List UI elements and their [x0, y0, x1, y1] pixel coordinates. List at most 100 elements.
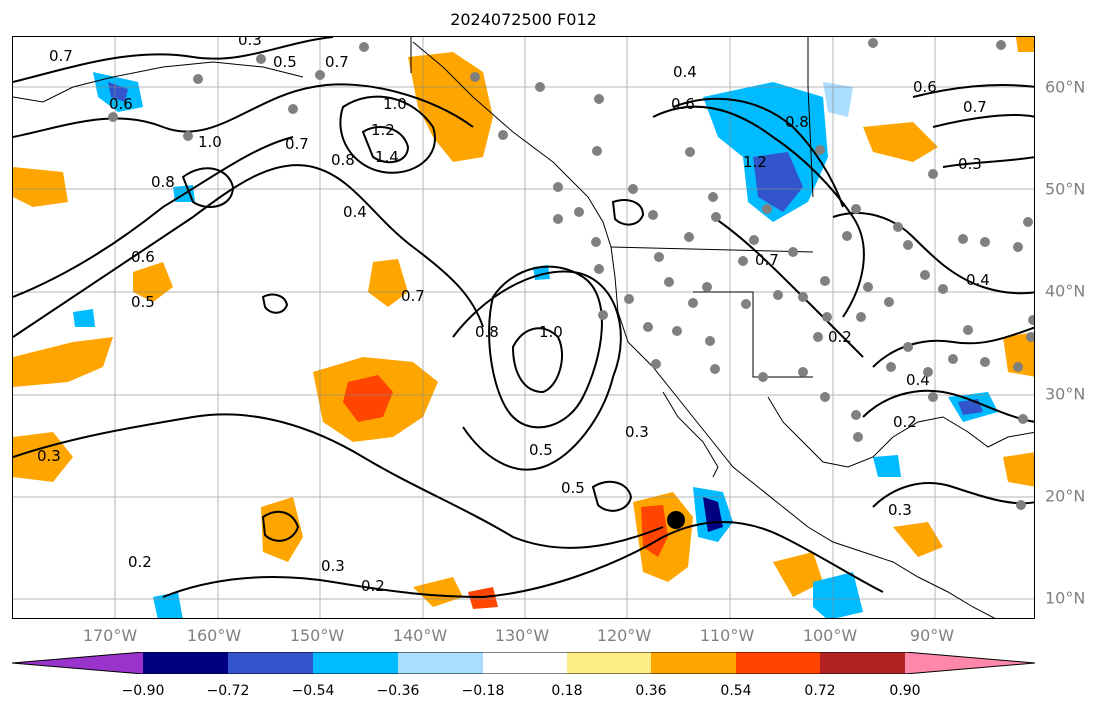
contour-label: 0.3: [625, 423, 649, 441]
contour-label: 0.4: [673, 63, 697, 81]
station-dot: [535, 82, 545, 92]
map-title: 2024072500 F012: [450, 10, 597, 29]
colorbar-tick-label: 0.18: [551, 683, 583, 699]
contour-label: 1.2: [371, 121, 395, 139]
station-dot: [963, 325, 973, 335]
station-dot: [903, 240, 913, 250]
colorbar-segment: [228, 652, 313, 674]
station-dot: [574, 207, 584, 217]
longitude-label: 100°W: [802, 626, 858, 645]
contour-label: 1.2: [743, 153, 767, 171]
station-dot: [654, 252, 664, 262]
station-dot: [315, 70, 325, 80]
station-dot: [684, 232, 694, 242]
station-dot: [813, 332, 823, 342]
station-dot: [711, 212, 721, 222]
longitude-label: 140°W: [392, 626, 448, 645]
station-dot: [788, 247, 798, 257]
colorbar-segment: [143, 652, 228, 674]
station-dot: [758, 372, 768, 382]
station-dot: [815, 145, 825, 155]
station-dot: [470, 72, 480, 82]
station-dot: [708, 192, 718, 202]
contour-label: 0.8: [331, 151, 355, 169]
contour-label: 0.3: [958, 155, 982, 173]
station-dot: [1028, 315, 1034, 325]
contour-label: 0.4: [906, 371, 930, 389]
station-dot: [741, 299, 751, 309]
station-dot: [980, 357, 990, 367]
colorbar-tick-label: 0.72: [804, 683, 836, 699]
station-dot: [553, 214, 563, 224]
latitude-label: 50°N: [1045, 179, 1086, 199]
station-dot: [884, 297, 894, 307]
colorbar-segment: [483, 652, 567, 674]
shaded-fields: [13, 37, 1034, 618]
contour-label: 0.7: [49, 47, 73, 65]
map-panel: 0.7 0.3 0.5 0.7 1.0 1.2 1.4 0.7 0.8 0.8 …: [12, 36, 1035, 619]
station-dot: [980, 237, 990, 247]
graticule: [13, 37, 1034, 618]
contour-label: 0.2: [128, 553, 152, 571]
contour-label: 0.6: [109, 95, 133, 113]
contour-label: 0.6: [131, 248, 155, 266]
contour-label: 0.4: [966, 271, 990, 289]
station-dot: [893, 222, 903, 232]
station-dot: [1026, 332, 1034, 342]
station-dot: [996, 40, 1006, 50]
contour-label: 0.5: [273, 53, 297, 71]
station-dot: [688, 298, 698, 308]
station-dot: [851, 204, 861, 214]
station-dot: [853, 432, 863, 442]
longitude-label: 170°W: [82, 626, 138, 645]
station-dot: [868, 38, 878, 48]
contour-label: 0.7: [755, 251, 779, 269]
station-dot: [798, 292, 808, 302]
station-dot: [705, 336, 715, 346]
station-dot: [749, 235, 759, 245]
contour-label: 0.7: [963, 98, 987, 116]
colorbar-tick-label: 0.90: [889, 683, 921, 699]
contour-label: 1.0: [198, 133, 222, 151]
station-dot: [643, 322, 653, 332]
station-dot: [594, 264, 604, 274]
contour-label: 1.4: [375, 148, 399, 166]
latitude-label: 40°N: [1045, 281, 1086, 301]
station-dot: [920, 270, 930, 280]
station-dot: [108, 112, 118, 122]
station-dot: [1023, 217, 1033, 227]
longitude-label: 150°W: [289, 626, 345, 645]
contour-label: 0.6: [671, 95, 695, 113]
station-dot: [288, 104, 298, 114]
station-dot: [664, 277, 674, 287]
station-dot: [183, 131, 193, 141]
station-dot: [710, 364, 720, 374]
station-dot: [1016, 500, 1026, 510]
contour-label: 0.8: [475, 323, 499, 341]
contour-label: 0.2: [893, 413, 917, 431]
contour-label: 0.3: [888, 501, 912, 519]
station-dot: [948, 354, 958, 364]
station-dot: [594, 94, 604, 104]
latitude-label: 30°N: [1045, 384, 1086, 404]
station-dot: [773, 290, 783, 300]
station-dot: [1013, 242, 1023, 252]
station-dot: [923, 367, 933, 377]
contour-label: 0.4: [343, 203, 367, 221]
longitude-label: 110°W: [699, 626, 755, 645]
station-dot: [359, 42, 369, 52]
station-dot: [903, 342, 913, 352]
contour-label: 0.5: [561, 479, 585, 497]
contour-labels: 0.7 0.3 0.5 0.7 1.0 1.2 1.4 0.7 0.8 0.8 …: [37, 37, 990, 595]
station-dot: [820, 392, 830, 402]
station-dot: [928, 392, 938, 402]
contour-label: 0.7: [285, 135, 309, 153]
storm-center-marker: [667, 511, 685, 529]
station-dot: [624, 294, 634, 304]
colorbar-segment: [313, 652, 398, 674]
station-dot: [1013, 362, 1023, 372]
contour-label: 0.2: [828, 328, 852, 346]
contour-lines: [13, 37, 1034, 599]
longitude-label: 130°W: [494, 626, 550, 645]
station-dot: [553, 182, 563, 192]
